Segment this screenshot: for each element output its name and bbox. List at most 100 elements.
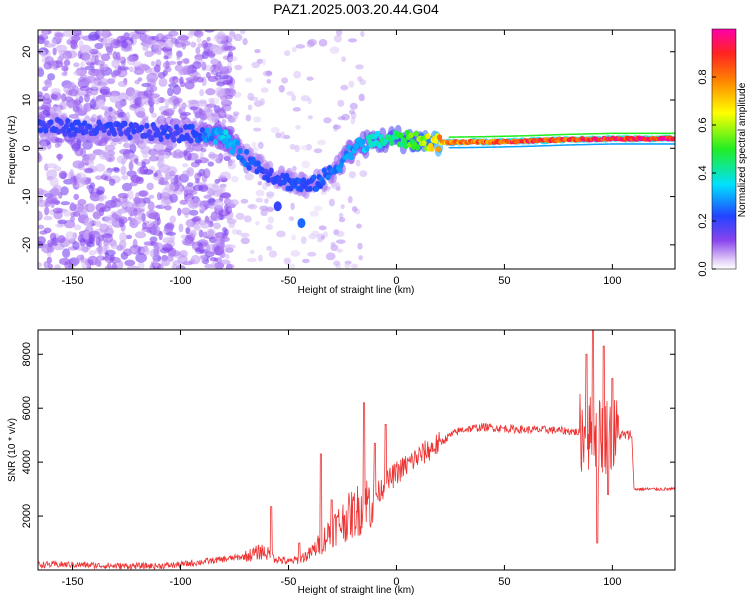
heatmap-noise-cell <box>351 206 358 212</box>
heatmap-noise-cell <box>163 55 169 60</box>
heatmap-noise-cell <box>134 97 143 106</box>
heatmap-ridge-cell <box>83 128 89 135</box>
heatmap-noise-cell <box>98 30 110 38</box>
heatmap-noise-cell <box>168 83 179 88</box>
heatmap-ridge-cell <box>87 124 93 131</box>
heatmap-noise-cell <box>156 149 165 156</box>
heatmap-noise-cell <box>41 102 52 110</box>
snr-x-tick-label: 100 <box>603 576 621 588</box>
heatmap-noise-cell <box>135 252 147 263</box>
heatmap-noise-cell <box>223 244 233 253</box>
heatmap-noise-cell <box>215 71 222 78</box>
heatmap-ridge-cell <box>421 140 427 147</box>
heatmap-ridge-cell <box>67 131 73 138</box>
heatmap-noise-cell <box>84 65 95 71</box>
heatmap-ridge-cell <box>311 174 317 181</box>
heatmap-noise-cell <box>218 74 230 80</box>
heatmap-noise-cell <box>307 251 317 257</box>
heatmap-noise-cell <box>38 224 45 230</box>
heatmap-noise-cell <box>104 43 113 50</box>
heatmap-noise-cell <box>171 263 178 269</box>
heatmap-noise-cell <box>94 259 102 267</box>
heatmap-noise-cell <box>149 86 154 97</box>
heatmap-ridge-cell <box>348 154 355 161</box>
heatmap-noise-cell <box>195 247 201 252</box>
heatmap-noise-cell <box>210 58 219 66</box>
heatmap-ridge-cell <box>209 135 215 142</box>
heatmap-noise-cell <box>44 206 50 216</box>
heatmap-ridge-cell <box>413 130 419 137</box>
heatmap-noise-cell <box>190 41 197 48</box>
heatmap-noise-cell <box>244 173 254 181</box>
heatmap-noise-cell <box>123 142 132 149</box>
heatmap-noise-cell <box>127 189 134 200</box>
heatmap-noise-cell <box>114 197 121 203</box>
heatmap-noise-cell <box>211 97 220 105</box>
heatmap-noise-cell <box>260 209 268 217</box>
heatmap-noise-cell <box>44 201 51 208</box>
heatmap-noise-cell <box>350 117 356 125</box>
heatmap-noise-cell <box>183 151 192 161</box>
snr-y-tick-label: 4000 <box>21 450 33 474</box>
heatmap-noise-cell <box>222 227 228 233</box>
heatmap-ridge-cell <box>118 130 124 137</box>
snr-x-axis-label: Height of straight line (km) <box>298 585 415 596</box>
heatmap-noise-cell <box>336 230 345 238</box>
heatmap-noise-cell <box>260 87 269 93</box>
heatmap-noise-cell <box>295 124 301 130</box>
heatmap-noise-cell <box>242 38 248 46</box>
heatmap-noise-cell <box>288 263 296 269</box>
heatmap-noise-cell <box>42 86 49 92</box>
heatmap-noise-cell <box>57 219 67 225</box>
heatmap-noise-cell <box>250 249 255 255</box>
heatmap-noise-cell <box>87 202 96 213</box>
heatmap-noise-cell <box>75 172 87 182</box>
heatmap-noise-cell <box>63 84 69 94</box>
heatmap-noise-cell <box>227 115 235 123</box>
spectrogram-frame <box>37 29 676 270</box>
heatmap-noise-cell <box>167 112 172 119</box>
heatmap-ridge-cell <box>205 127 211 134</box>
heatmap-noise-cell <box>311 230 320 236</box>
heatmap-ridge-cell <box>246 164 252 171</box>
heatmap-noise-cell <box>164 98 170 109</box>
heatmap-noise-cell <box>318 225 327 231</box>
heatmap-noise-cell <box>306 76 314 81</box>
heatmap-noise-cell <box>88 230 101 239</box>
heatmap-noise-cell <box>183 57 190 65</box>
heatmap-noise-cell <box>224 253 230 260</box>
colorbar-tick-label: 0.0 <box>697 261 709 276</box>
heatmap-noise-cell <box>137 261 145 269</box>
heatmap-noise-cell <box>261 58 266 66</box>
heatmap-noise-cell <box>38 262 42 268</box>
heatmap-noise-cell <box>212 235 221 244</box>
heatmap-noise-cell <box>46 195 58 204</box>
heatmap-ridge-cell <box>65 118 71 125</box>
heatmap-noise-cell <box>240 237 250 245</box>
heatmap-noise-cell <box>121 40 128 49</box>
heatmap-noise-cell <box>210 185 221 191</box>
heatmap-noise-cell <box>149 104 155 114</box>
heatmap-noise-cell <box>119 148 131 155</box>
heatmap-noise-cell <box>199 205 206 211</box>
heatmap-noise-cell <box>167 87 174 97</box>
heatmap-noise-cell <box>150 225 161 234</box>
heatmap-noise-cell <box>211 261 217 269</box>
heatmap-noise-cell <box>70 140 82 150</box>
heatmap-noise-cell <box>46 169 58 180</box>
heatmap-noise-cell <box>76 254 84 261</box>
heatmap-noise-cell <box>173 149 183 159</box>
heatmap-noise-cell <box>148 194 155 199</box>
heatmap-noise-cell <box>121 202 130 208</box>
heatmap-noise-cell <box>67 82 74 90</box>
heatmap-noise-cell <box>60 186 69 196</box>
heatmap-noise-cell <box>220 192 232 199</box>
heatmap-noise-cell <box>119 71 128 77</box>
heatmap-noise-cell <box>344 262 351 269</box>
heatmap-noise-cell <box>330 181 341 190</box>
heatmap-noise-cell <box>355 159 361 167</box>
heatmap-noise-cell <box>52 47 57 56</box>
heatmap-noise-cell <box>151 112 158 118</box>
heatmap-noise-cell <box>348 109 355 115</box>
heatmap-noise-cell <box>57 138 65 144</box>
